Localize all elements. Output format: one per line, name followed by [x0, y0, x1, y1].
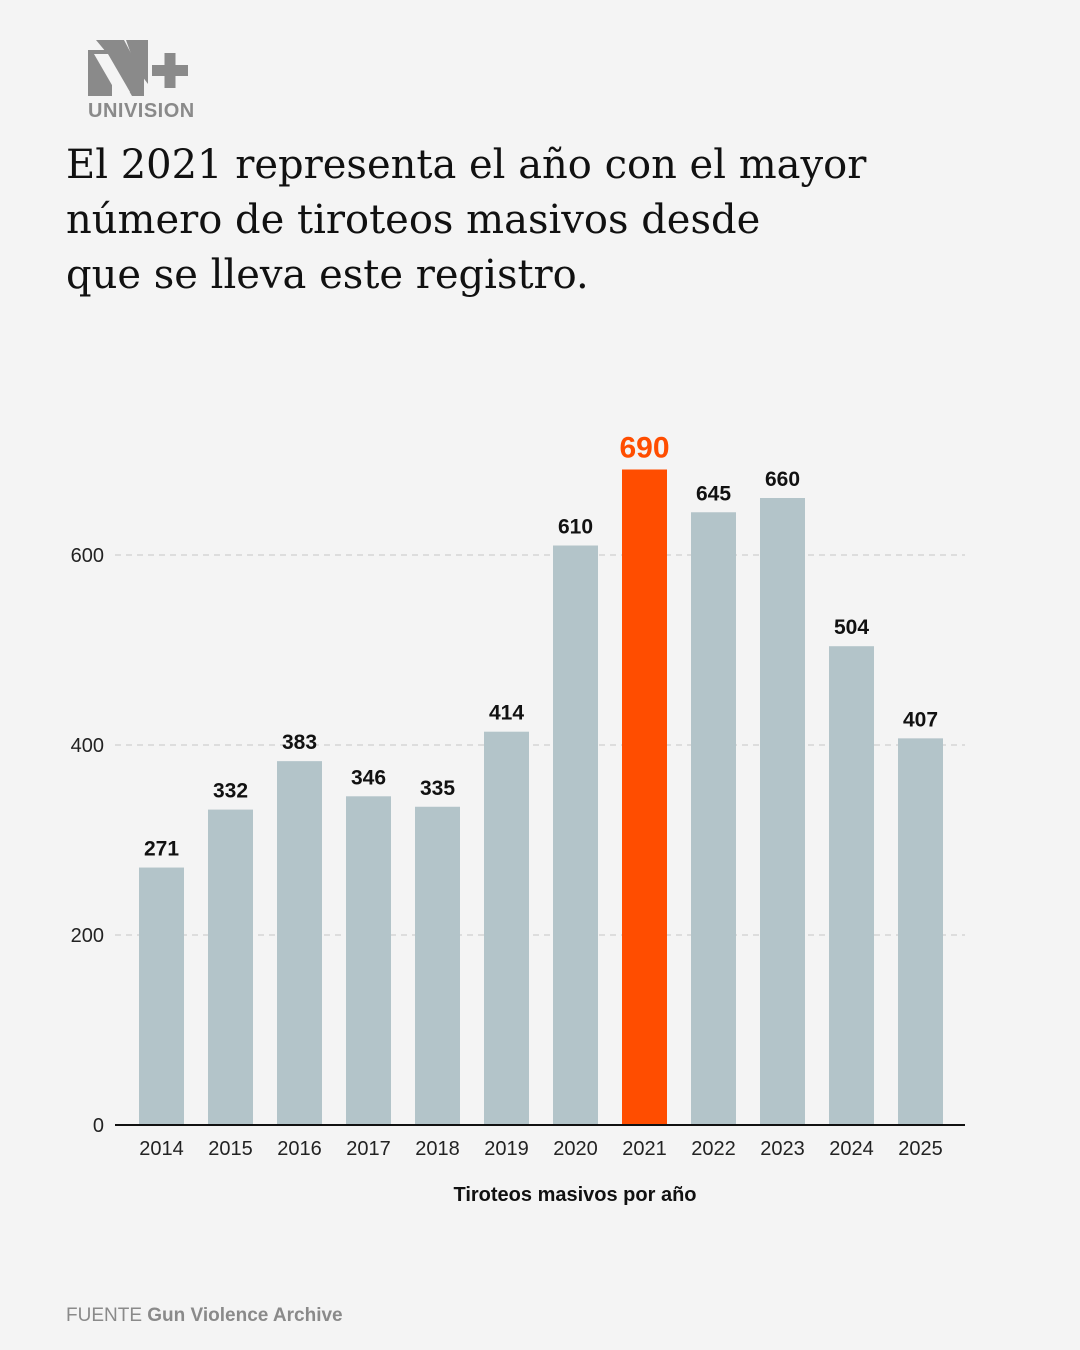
title-line-1: El 2021 representa el año con el mayor [66, 142, 867, 188]
data-label-2021: 690 [619, 432, 669, 465]
x-tick-label-2024: 2024 [829, 1138, 874, 1160]
bar-2017 [346, 796, 391, 1125]
data-label-2018: 335 [420, 777, 455, 800]
x-tick-label-2025: 2025 [898, 1138, 943, 1160]
data-label-2023: 660 [765, 468, 800, 491]
bar-2020 [553, 545, 598, 1125]
bar-chart: 0 200 400 600 271 332 383 346 335 414 610 690 645 66… [71, 432, 965, 1160]
y-axis-ticks: 0 200 400 600 [71, 545, 104, 1137]
x-axis-label: Tiroteos masivos por año [453, 1184, 697, 1206]
data-label-2024: 504 [834, 616, 869, 639]
n-plus-logo-icon [88, 40, 188, 96]
bar-2015 [208, 809, 253, 1125]
bar-2016 [277, 761, 322, 1125]
bar-2014 [139, 867, 184, 1125]
logo-wordmark: UNIVISION [88, 100, 195, 122]
y-tick-label: 600 [71, 545, 104, 567]
x-tick-label-2017: 2017 [346, 1138, 391, 1160]
x-tick-label-2019: 2019 [484, 1138, 529, 1160]
y-tick-label: 400 [71, 735, 104, 757]
source-prefix: FUENTE [66, 1305, 142, 1326]
data-label-2015: 332 [213, 780, 248, 803]
data-label-2022: 645 [696, 482, 731, 505]
data-label-2020: 610 [558, 516, 593, 539]
bars [139, 469, 943, 1125]
x-tick-label-2018: 2018 [415, 1138, 460, 1160]
bar-2021 [622, 469, 667, 1125]
x-tick-label-2014: 2014 [139, 1138, 184, 1160]
x-tick-label-2022: 2022 [691, 1138, 736, 1160]
x-tick-label-2016: 2016 [277, 1138, 322, 1160]
y-tick-label: 0 [93, 1115, 104, 1137]
data-label-2014: 271 [144, 838, 179, 861]
y-tick-label: 200 [71, 925, 104, 947]
x-tick-label-2023: 2023 [760, 1138, 805, 1160]
x-axis-ticks: 2014 2015 2016 2017 2018 2019 2020 2021 2022 2023… [139, 1138, 943, 1160]
title-line-2: número de tiroteos masivos desde [66, 197, 761, 243]
chart-title: El 2021 representa el año con el mayor n… [66, 138, 966, 303]
source-credit: FUENTE Gun Violence Archive [66, 1305, 343, 1327]
x-tick-label-2015: 2015 [208, 1138, 253, 1160]
univision-logo: UNIVISION [86, 38, 194, 128]
bar-2019 [484, 731, 529, 1125]
x-tick-label-2021: 2021 [622, 1138, 667, 1160]
bar-2022 [691, 512, 736, 1125]
data-labels: 271 332 383 346 335 414 610 690 645 660 504 407 [144, 432, 938, 861]
gridlines [115, 554, 965, 936]
data-label-2016: 383 [282, 731, 317, 754]
title-line-3: que se lleva este registro. [66, 252, 589, 298]
data-label-2017: 346 [351, 766, 386, 789]
x-tick-label-2020: 2020 [553, 1138, 598, 1160]
bar-2025 [898, 738, 943, 1125]
bar-2018 [415, 806, 460, 1125]
source-name: Gun Violence Archive [147, 1305, 343, 1326]
bar-2024 [829, 646, 874, 1125]
data-label-2025: 407 [903, 708, 938, 731]
bar-2023 [760, 498, 805, 1125]
data-label-2019: 414 [489, 702, 524, 725]
